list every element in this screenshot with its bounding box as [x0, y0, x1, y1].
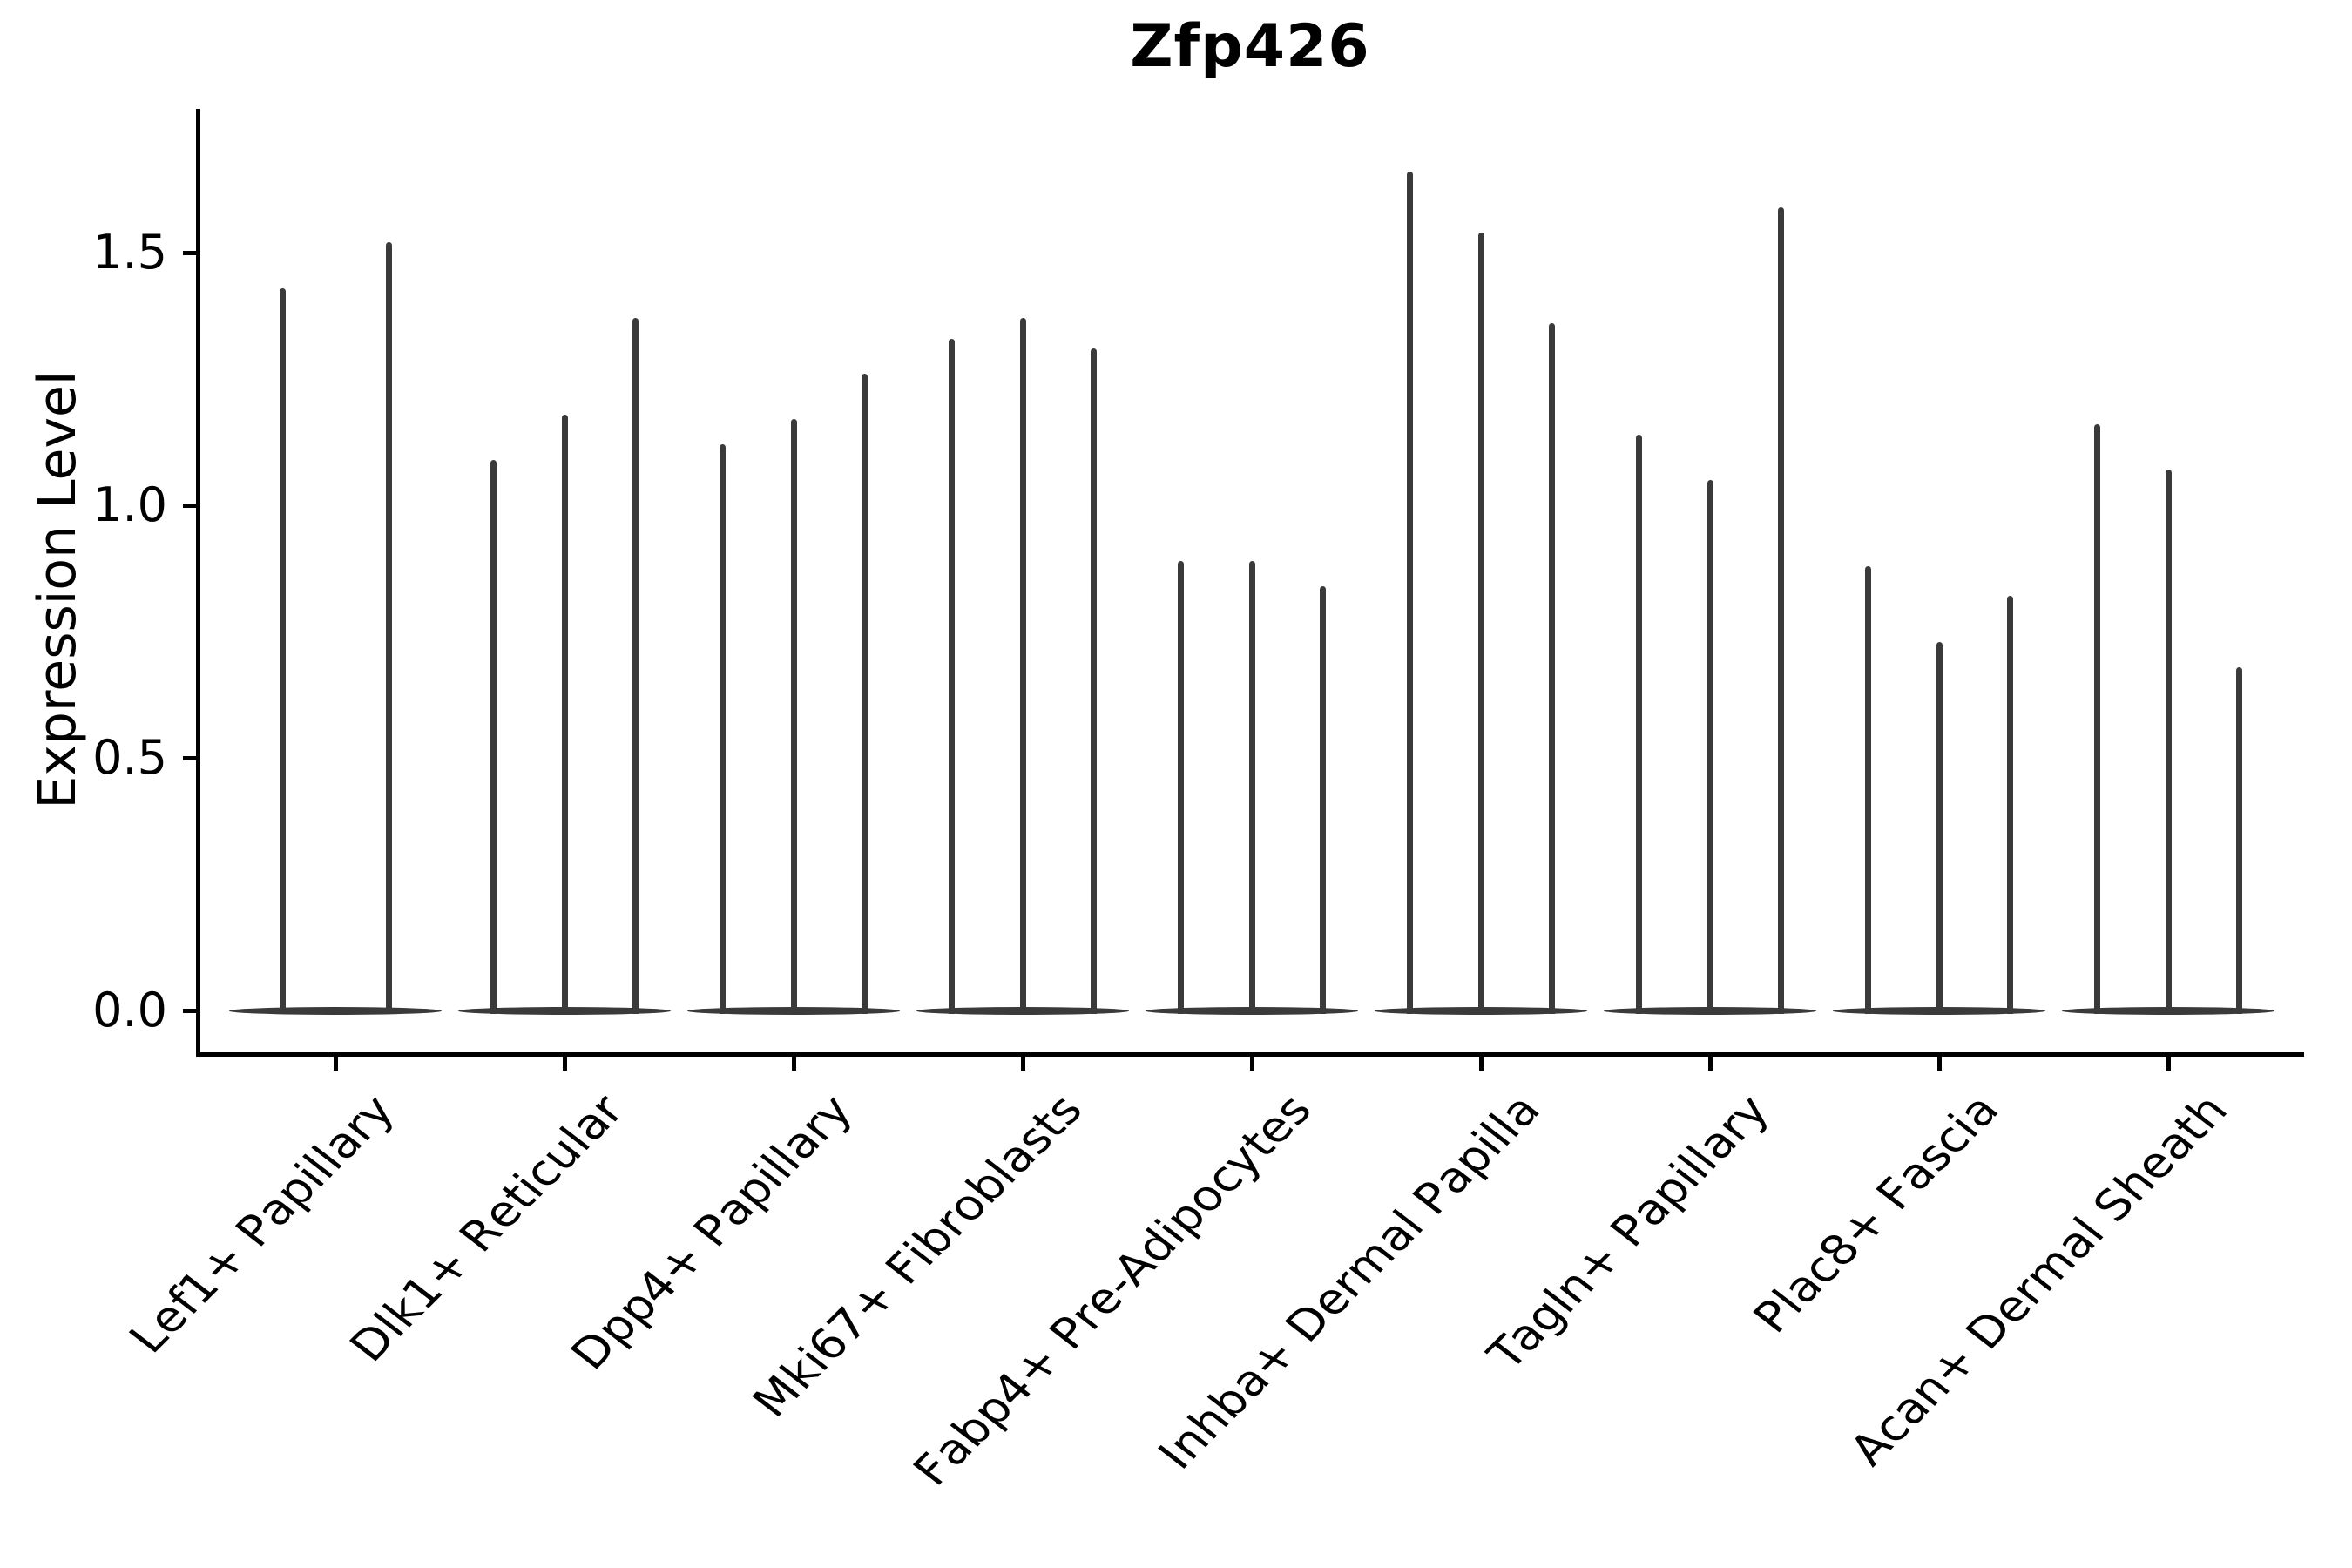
- x-tick: [2166, 1057, 2171, 1071]
- violin-spike: [632, 318, 639, 1014]
- y-tick-label: 1.5: [92, 225, 167, 280]
- x-tick: [1707, 1057, 1713, 1071]
- y-tick: [183, 250, 196, 255]
- violin-spike: [790, 419, 797, 1014]
- x-tick: [791, 1057, 796, 1071]
- violin-spike: [2165, 470, 2172, 1014]
- chart-title: Zfp426: [1130, 12, 1370, 81]
- violin-spike: [861, 374, 868, 1014]
- y-tick: [183, 503, 196, 508]
- x-tick: [333, 1057, 338, 1071]
- violin-spike: [1865, 565, 1872, 1014]
- violin-spike: [720, 444, 727, 1014]
- violin-base: [229, 1006, 442, 1015]
- violin-spike: [1477, 232, 1484, 1014]
- y-tick: [183, 755, 196, 760]
- y-tick-label: 1.0: [92, 477, 167, 532]
- violin-spike: [1178, 560, 1185, 1014]
- violin-spike: [1319, 585, 1326, 1014]
- violin-spike: [1019, 318, 1026, 1014]
- violin-spike: [1407, 172, 1414, 1014]
- violin-spike: [1707, 480, 1713, 1014]
- violin-spike: [1777, 206, 1784, 1014]
- violin-spike: [385, 242, 392, 1014]
- x-tick: [1478, 1057, 1484, 1071]
- violin-spike: [1090, 348, 1097, 1014]
- violin-spike: [2094, 424, 2101, 1014]
- violin-spike: [949, 338, 956, 1014]
- x-tick: [562, 1057, 567, 1071]
- y-tick: [183, 1008, 196, 1013]
- x-category-label: Fabp4+ Pre-Adipocytes: [899, 1090, 1326, 1491]
- x-category-label: Plac8+ Fascia: [1740, 1090, 2013, 1339]
- violin-spike: [2006, 596, 2013, 1014]
- x-tick: [1020, 1057, 1025, 1071]
- x-tick: [1249, 1057, 1254, 1071]
- x-category-label: Acan+ Dermal Sheath: [1835, 1090, 2242, 1472]
- y-axis-spine: [196, 109, 200, 1057]
- violin-spike: [1548, 323, 1555, 1014]
- y-tick-label: 0.0: [92, 983, 167, 1037]
- x-category-label: Inhba+ Dermal Papilla: [1145, 1090, 1555, 1476]
- x-tick: [1936, 1057, 1942, 1071]
- violin-spike: [1248, 560, 1255, 1014]
- violin-spike: [279, 287, 286, 1014]
- violin-spike: [490, 459, 497, 1014]
- violin-spike: [1636, 434, 1643, 1014]
- violin-spike: [1936, 641, 1943, 1014]
- x-axis-spine: [196, 1052, 2304, 1057]
- y-tick-label: 0.5: [92, 730, 167, 785]
- violin-spike: [561, 414, 568, 1014]
- violin-spike: [2235, 666, 2242, 1014]
- y-axis-label: Expression Level: [27, 370, 88, 809]
